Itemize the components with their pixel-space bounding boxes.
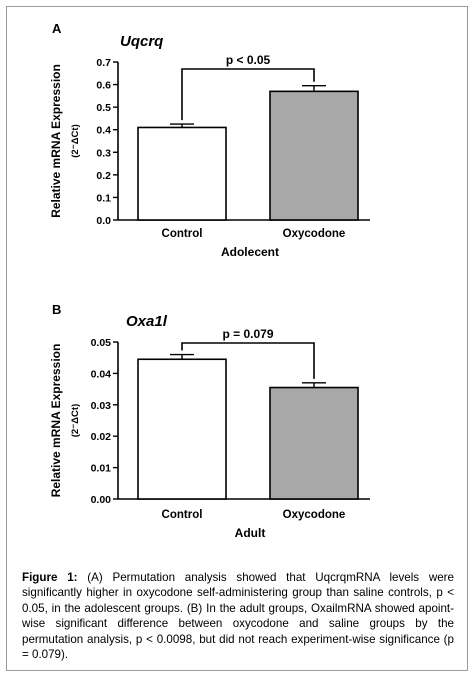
panel-a-x-label: Adolecent — [221, 245, 279, 259]
panel-b-significance-label: p = 0.079 — [222, 327, 273, 341]
panel-a-significance-label: p < 0.05 — [226, 53, 271, 67]
panel-a-y-tick-label: 0.5 — [96, 102, 111, 114]
panel-a-y-tick-label: 0.3 — [96, 147, 111, 159]
panel-b-category-label: Control — [162, 509, 203, 521]
panel-a-bar-oxycodone — [269, 90, 359, 221]
panel-b-bar-control — [137, 358, 227, 500]
panel-b-y-tick-label: 0.05 — [91, 337, 112, 349]
panel-b-bar-oxycodone — [269, 386, 359, 500]
panel-a-y-tick-label: 0.1 — [96, 192, 111, 204]
panel-a-category-label: Control — [162, 228, 203, 240]
panel-b-y-tick-label: 0.04 — [91, 368, 112, 380]
panel-a-bar-control — [137, 126, 227, 221]
panel-a-significance-bracket — [181, 68, 315, 121]
panel-b-y-label-sub: (2⁻ΔCt) — [70, 404, 81, 437]
panel-b-y-tick-label: 0.03 — [91, 400, 112, 412]
panel-b-y-label: Relative mRNA Expression — [49, 344, 63, 498]
panel-a-y-tick-label: 0.0 — [96, 215, 111, 227]
panel-a-y-tick-label: 0.4 — [96, 125, 111, 137]
figure-chart-area: A Uqcrq 0.0 0.1 0.2 0.3 0.4 0.5 0.6 0.7 Relative m… — [49, 21, 370, 540]
panel-b-y-tick-label: 0.01 — [91, 463, 112, 475]
panel-b-x-label: Adult — [235, 526, 266, 540]
panel-b-title: Oxa1l — [126, 313, 168, 330]
figure-caption: Figure 1: (A) Permutation analysis showe… — [22, 570, 454, 662]
panel-b-category-label: Oxycodone — [283, 509, 346, 521]
panel-a-category-label: Oxycodone — [283, 228, 346, 240]
panel-b-y-tick-label: 0.00 — [91, 494, 112, 506]
caption-text: (A) Permutation analysis showed that Uqc… — [22, 571, 454, 662]
panel-b-label: B — [52, 302, 61, 317]
panel-a-y-tick-label: 0.2 — [96, 170, 111, 182]
panel-a-y-label-sub: (2⁻ΔCt) — [70, 124, 81, 157]
caption-label: Figure 1: — [22, 571, 78, 584]
panel-a-y-tick-label: 0.7 — [96, 57, 111, 69]
panel-b-y-tick-label: 0.02 — [91, 431, 112, 443]
panel-a-y-label: Relative mRNA Expression — [49, 64, 63, 218]
panel-b-significance-bracket — [181, 342, 315, 379]
panel-a-y-tick-label: 0.6 — [96, 80, 111, 92]
figure-frame — [6, 6, 468, 671]
panel-a-label: A — [52, 21, 62, 36]
panel-a-title: Uqcrq — [120, 33, 163, 50]
